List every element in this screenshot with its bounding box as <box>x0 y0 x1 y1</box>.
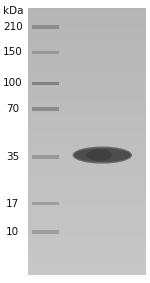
FancyBboxPatch shape <box>32 25 59 29</box>
Text: kDa: kDa <box>3 6 23 16</box>
Text: 10: 10 <box>6 227 20 237</box>
Ellipse shape <box>74 148 131 162</box>
FancyBboxPatch shape <box>32 107 59 111</box>
FancyBboxPatch shape <box>28 8 146 275</box>
Text: 100: 100 <box>3 78 23 89</box>
Text: 35: 35 <box>6 152 20 162</box>
FancyBboxPatch shape <box>32 230 59 234</box>
FancyBboxPatch shape <box>32 51 59 54</box>
FancyBboxPatch shape <box>32 155 59 159</box>
Text: 70: 70 <box>6 104 20 114</box>
Text: 17: 17 <box>6 199 20 209</box>
Text: 150: 150 <box>3 47 23 57</box>
Text: 210: 210 <box>3 22 23 32</box>
FancyBboxPatch shape <box>32 82 59 85</box>
Ellipse shape <box>87 149 112 161</box>
FancyBboxPatch shape <box>32 202 59 205</box>
Ellipse shape <box>73 147 132 164</box>
